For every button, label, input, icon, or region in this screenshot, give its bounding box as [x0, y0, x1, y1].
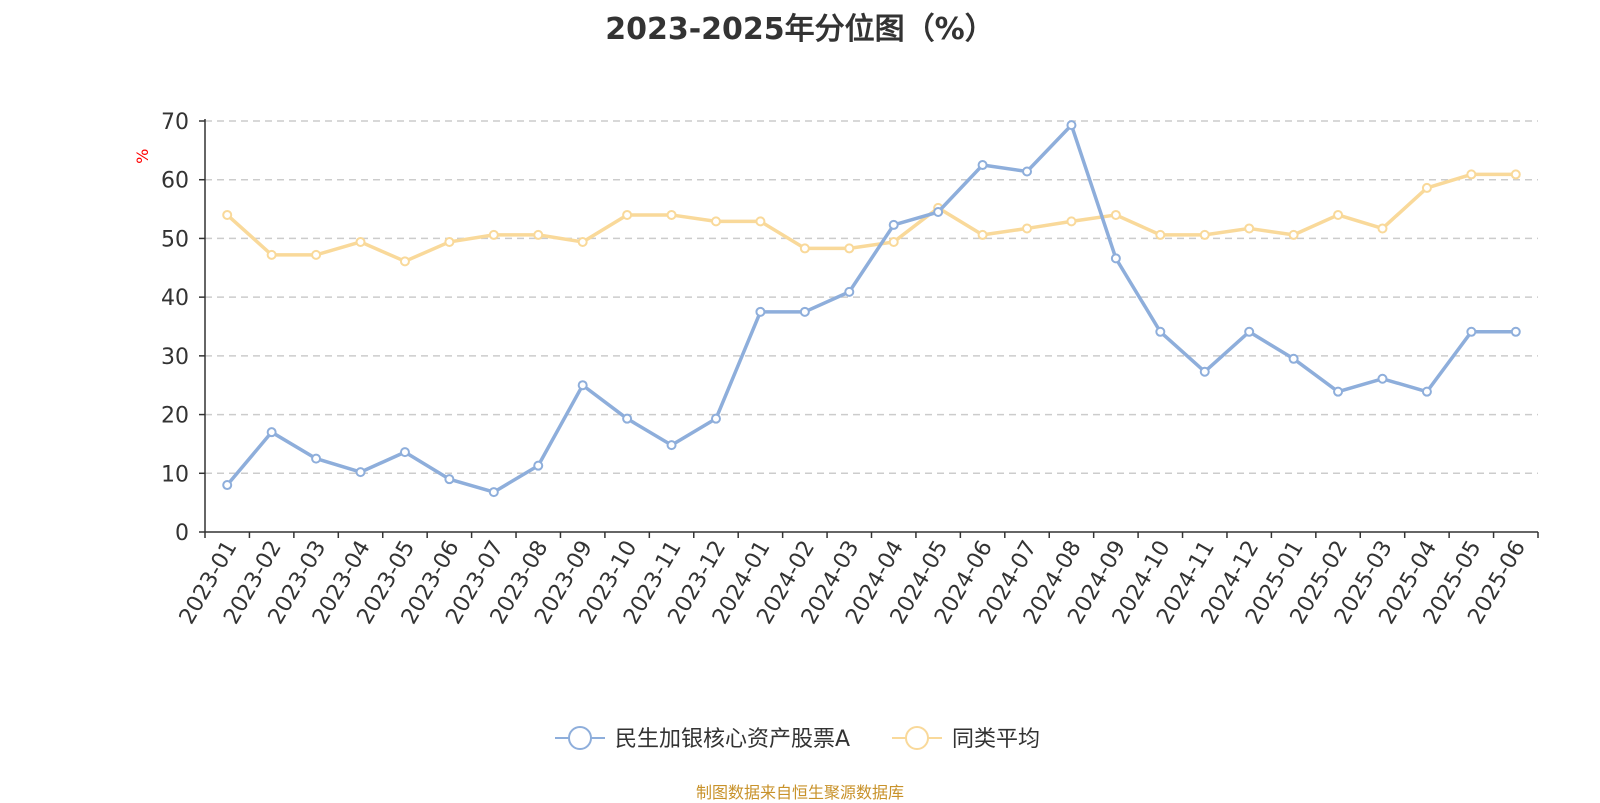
legend-marker [568, 726, 592, 750]
data-point[interactable] [399, 256, 410, 267]
y-tick-label: 10 [161, 462, 189, 487]
data-point[interactable] [1155, 326, 1166, 337]
data-point[interactable] [266, 427, 277, 438]
legend[interactable]: 民生加银核心资产股票A 同类平均 [555, 726, 1040, 752]
data-point[interactable] [488, 487, 499, 498]
data-point[interactable] [577, 236, 588, 247]
data-point[interactable] [799, 243, 810, 254]
data-point[interactable] [1022, 223, 1033, 234]
y-tick-label: 70 [161, 110, 189, 135]
data-point[interactable] [444, 474, 455, 485]
data-point[interactable] [666, 209, 677, 220]
data-point[interactable] [533, 229, 544, 240]
data-point[interactable] [355, 236, 366, 247]
data-point[interactable] [844, 243, 855, 254]
data-point[interactable] [1288, 353, 1299, 364]
data-point[interactable] [933, 207, 944, 218]
series-line-1 [226, 172, 1516, 264]
data-point[interactable] [977, 229, 988, 240]
data-point[interactable] [666, 440, 677, 451]
data-point[interactable] [1333, 386, 1344, 397]
y-tick-label: 40 [161, 286, 189, 311]
data-point[interactable] [311, 453, 322, 464]
series-group [222, 120, 1521, 498]
data-point[interactable] [1421, 386, 1432, 397]
data-point[interactable] [710, 413, 721, 424]
legend-item-0[interactable]: 民生加银核心资产股票A [555, 726, 850, 752]
legend-marker [905, 726, 929, 750]
data-point[interactable] [1022, 166, 1033, 177]
legend-label: 民生加银核心资产股票A [615, 727, 850, 752]
data-point[interactable] [977, 160, 988, 171]
chart-title: 2023-2025年分位图（%） [605, 12, 995, 47]
y-tick-label: 0 [175, 521, 189, 546]
data-point[interactable] [399, 447, 410, 458]
data-point[interactable] [888, 236, 899, 247]
x-tick-labels: 2023-012023-022023-032023-042023-052023-… [175, 537, 1531, 629]
y-tick-labels: 0 10 20 30 40 50 60 70 [161, 110, 189, 546]
series-line-0 [225, 123, 1516, 494]
data-point[interactable] [1510, 169, 1521, 180]
data-point[interactable] [1288, 229, 1299, 240]
data-point[interactable] [1421, 182, 1432, 193]
data-point[interactable] [755, 216, 766, 227]
data-point[interactable] [1110, 209, 1121, 220]
data-point[interactable] [1466, 169, 1477, 180]
y-tick-label: 60 [161, 169, 189, 194]
data-point[interactable] [222, 209, 233, 220]
data-point[interactable] [622, 209, 633, 220]
data-point[interactable] [1333, 209, 1344, 220]
data-point[interactable] [577, 380, 588, 391]
source-note: 制图数据来自恒生聚源数据库 [695, 783, 904, 802]
data-point[interactable] [710, 216, 721, 227]
y-tick-label: 20 [161, 404, 189, 429]
data-point[interactable] [1244, 223, 1255, 234]
data-point[interactable] [533, 460, 544, 471]
data-point[interactable] [311, 249, 322, 260]
data-point[interactable] [1466, 326, 1477, 337]
legend-label: 同类平均 [952, 727, 1040, 752]
data-point[interactable] [1066, 216, 1077, 227]
data-point[interactable] [444, 236, 455, 247]
data-point[interactable] [888, 219, 899, 230]
data-point[interactable] [1066, 120, 1077, 131]
axes [199, 119, 1539, 538]
data-point[interactable] [844, 286, 855, 297]
data-point[interactable] [488, 229, 499, 240]
data-point[interactable] [266, 249, 277, 260]
data-point[interactable] [622, 413, 633, 424]
data-point[interactable] [1199, 366, 1210, 377]
grid-lines [205, 120, 1538, 475]
data-point[interactable] [755, 306, 766, 317]
data-point[interactable] [1199, 229, 1210, 240]
y-tick-label: 50 [161, 227, 189, 252]
data-point[interactable] [1244, 326, 1255, 337]
data-point[interactable] [222, 480, 233, 491]
y-axis-label: % [133, 149, 152, 164]
data-point[interactable] [1110, 253, 1121, 264]
data-point[interactable] [355, 467, 366, 478]
data-point[interactable] [1510, 326, 1521, 337]
data-point[interactable] [1377, 373, 1388, 384]
data-point[interactable] [799, 306, 810, 317]
legend-item-1[interactable]: 同类平均 [892, 726, 1040, 752]
y-tick-label: 30 [161, 345, 189, 370]
data-point[interactable] [1377, 223, 1388, 234]
data-point[interactable] [1155, 229, 1166, 240]
